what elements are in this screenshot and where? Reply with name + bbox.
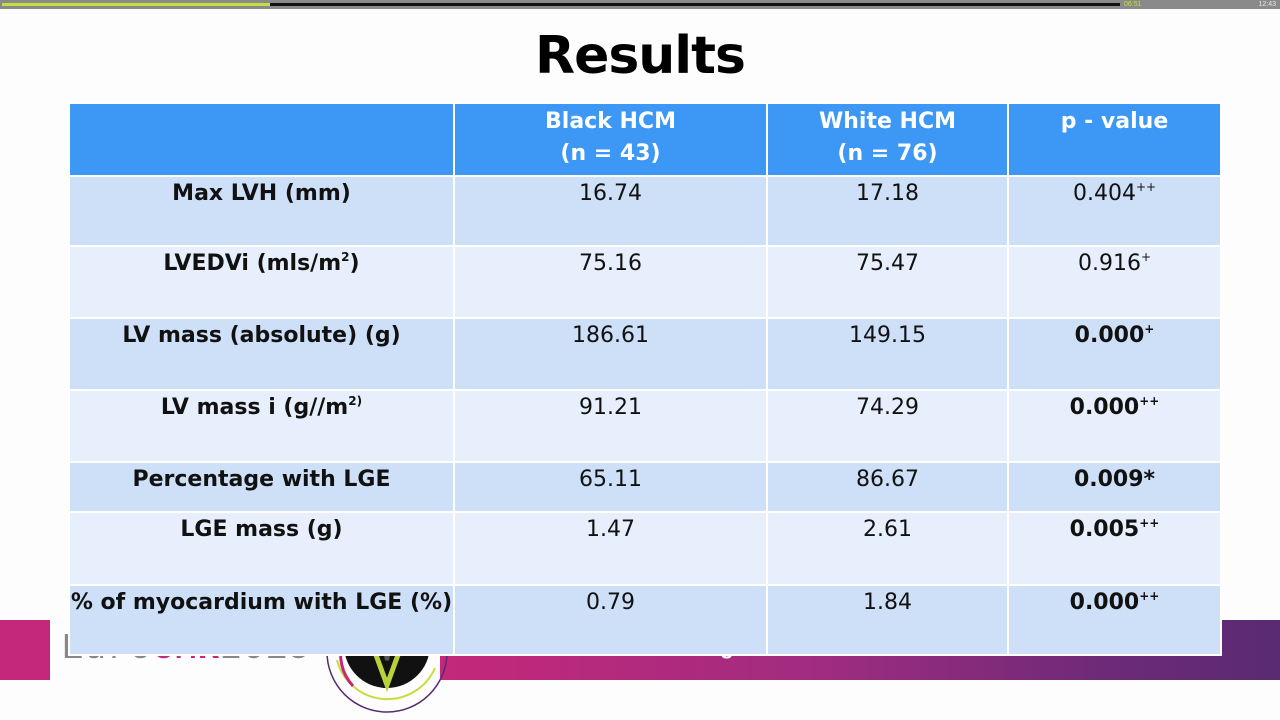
table-row: % of myocardium with LGE (%) 0.79 1.84 0… <box>68 584 1222 656</box>
black-value: 186.61 <box>453 317 768 391</box>
footer-accent-block <box>0 620 50 680</box>
black-value: 65.11 <box>453 461 768 513</box>
total-time: 12:43 <box>1258 1 1276 8</box>
header-label: Black HCM <box>545 109 676 134</box>
p-value: 0.000++ <box>1007 389 1222 463</box>
table-row: Percentage with LGE 65.11 86.67 0.009* <box>68 461 1222 513</box>
white-value: 17.18 <box>766 175 1009 247</box>
white-value: 75.47 <box>766 245 1009 319</box>
black-value: 75.16 <box>453 245 768 319</box>
progress-track[interactable] <box>2 3 1120 6</box>
header-empty <box>68 102 455 177</box>
current-time: 06:51 <box>1124 1 1142 8</box>
row-label: LVEDVi (mls/m2) <box>68 245 455 319</box>
table-row: LV mass (absolute) (g) 186.61 149.15 0.0… <box>68 317 1222 391</box>
p-value: 0.000+ <box>1007 317 1222 391</box>
p-value: 0.005++ <box>1007 511 1222 586</box>
black-value: 0.79 <box>453 584 768 656</box>
black-value: 91.21 <box>453 389 768 463</box>
p-value: 0.404++ <box>1007 175 1222 247</box>
white-value: 74.29 <box>766 389 1009 463</box>
row-label: LV mass (absolute) (g) <box>68 317 455 391</box>
video-progress-bar[interactable]: 06:51 12:43 <box>0 0 1280 9</box>
header-p-value: p - value <box>1007 102 1222 177</box>
progress-played[interactable] <box>2 3 270 6</box>
header-label: White HCM <box>818 109 957 134</box>
header-white-hcm: White HCM (n = 76) <box>766 102 1009 177</box>
header-n: (n = 76) <box>837 141 938 166</box>
header-label: p - value <box>1060 109 1169 134</box>
table-row: LVEDVi (mls/m2) 75.16 75.47 0.916+ <box>68 245 1222 319</box>
row-label: Percentage with LGE <box>68 461 455 513</box>
white-value: 86.67 <box>766 461 1009 513</box>
header-black-hcm: Black HCM (n = 43) <box>453 102 768 177</box>
row-label: % of myocardium with LGE (%) <box>68 584 455 656</box>
p-value: 0.009* <box>1007 461 1222 513</box>
p-value: 0.916+ <box>1007 245 1222 319</box>
row-label: LV mass i (g//m2) <box>68 389 455 463</box>
results-table: Black HCM (n = 43) White HCM (n = 76) p - … <box>68 102 1222 656</box>
table-row: Max LVH (mm) 16.74 17.18 0.404++ <box>68 175 1222 247</box>
white-value: 1.84 <box>766 584 1009 656</box>
row-label: LGE mass (g) <box>68 511 455 586</box>
black-value: 16.74 <box>453 175 768 247</box>
slide-title: Results <box>535 26 746 86</box>
white-value: 149.15 <box>766 317 1009 391</box>
table-header-row: Black HCM (n = 43) White HCM (n = 76) p - … <box>68 102 1222 177</box>
black-value: 1.47 <box>453 511 768 586</box>
p-value: 0.000++ <box>1007 584 1222 656</box>
row-label: Max LVH (mm) <box>68 175 455 247</box>
white-value: 2.61 <box>766 511 1009 586</box>
header-n: (n = 43) <box>560 141 661 166</box>
table-row: LV mass i (g//m2) 91.21 74.29 0.000++ <box>68 389 1222 463</box>
table-row: LGE mass (g) 1.47 2.61 0.005++ <box>68 511 1222 586</box>
